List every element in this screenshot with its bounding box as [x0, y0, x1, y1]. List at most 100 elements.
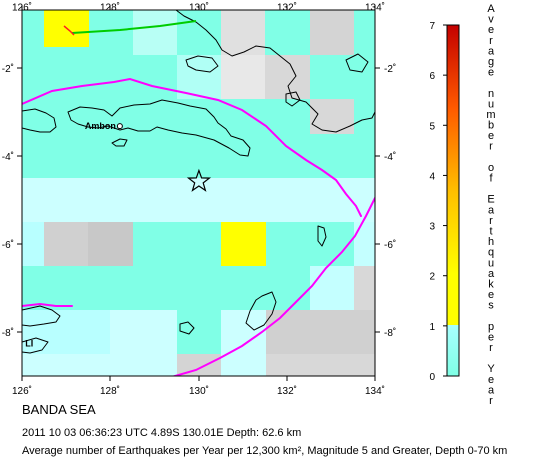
- lon-tick-label: 134˚: [365, 385, 385, 397]
- colorbar-title-letter: a: [488, 268, 495, 280]
- lon-tick-label: 128˚: [100, 385, 120, 397]
- lat-tick-label: -6˚: [384, 239, 396, 251]
- grid-cell: [354, 266, 375, 310]
- colorbar-title-letter: e: [488, 67, 494, 79]
- colorbar-title-letter: g: [488, 56, 494, 68]
- yamdena-island: [245, 291, 277, 331]
- grid-cell: [221, 222, 266, 266]
- grid-cell: [22, 354, 178, 376]
- lat-tick-label: -4˚: [2, 151, 14, 163]
- colorbar-title-letter: s: [488, 300, 494, 312]
- seram-island: [67, 99, 251, 157]
- babar-island: [179, 321, 195, 335]
- colorbar-title-letter: r: [489, 342, 493, 354]
- colorbar-title-letter: E: [487, 194, 494, 206]
- grid-cell: [221, 354, 266, 376]
- lon-tick-label: 132˚: [277, 385, 297, 397]
- ambon-island: [111, 138, 128, 147]
- colorbar-tick-label: 6: [429, 71, 435, 82]
- grid-cell: [177, 354, 221, 376]
- grid-cell: [221, 310, 266, 354]
- region-title: BANDA SEA: [22, 402, 96, 417]
- place-label-li: LI: [25, 339, 33, 349]
- colorbar-low-segment: [447, 325, 459, 376]
- colorbar-tick-label: 7: [429, 21, 435, 32]
- lat-tick-label: -6˚: [2, 239, 14, 251]
- colorbar-title-letter: e: [488, 331, 494, 343]
- colorbar-title-letter: a: [488, 384, 495, 396]
- fault-lines: [63, 20, 197, 36]
- lon-tick-label: 130˚: [189, 385, 209, 397]
- west-papua-island: [345, 53, 369, 73]
- colorbar-title-letter: u: [488, 98, 494, 110]
- colorbar-tick-label: 4: [429, 171, 435, 182]
- colorbar-title-letter: k: [488, 278, 494, 290]
- colorbar-title-letter: A: [487, 3, 495, 15]
- green-fault: [71, 20, 197, 34]
- grid-cell: [22, 310, 110, 354]
- colorbar-title-letter: e: [488, 289, 494, 301]
- lon-tick-label: 126˚: [12, 385, 32, 397]
- colorbar-title-letter: e: [488, 24, 494, 36]
- grid-cell: [133, 10, 177, 55]
- lon-tick-label: 132˚: [277, 1, 297, 13]
- grid-cell: [44, 222, 88, 266]
- lon-tick-label: 128˚: [100, 1, 120, 13]
- grid-cell: [88, 222, 133, 266]
- wetar-island: [22, 305, 61, 327]
- buru-island: [22, 108, 57, 133]
- colorbar-title-letter: o: [488, 162, 494, 174]
- lon-tick-label: 126˚: [12, 1, 32, 13]
- banda-arc-trench: [22, 77, 362, 217]
- kei-islands: [317, 225, 327, 247]
- epicenter-star-icon: [186, 168, 212, 192]
- misool-island: [185, 55, 219, 73]
- grid-cell: [266, 354, 375, 376]
- grid-cell: [110, 310, 177, 354]
- lat-tick-label: -8˚: [2, 327, 14, 339]
- colorbar-high-segment: [447, 25, 459, 274]
- colorbar-title-letter: t: [489, 225, 492, 237]
- plate-boundaries: [22, 77, 375, 376]
- colorbar-title-letter: h: [488, 236, 494, 248]
- red-fault: [63, 25, 75, 36]
- grid-cell: [354, 222, 375, 266]
- grid-cell: [310, 10, 354, 55]
- timor-island: [22, 337, 49, 354]
- lon-tick-label: 134˚: [365, 1, 385, 13]
- density-grid: [22, 10, 375, 376]
- lon-tick-label: 130˚: [189, 1, 209, 13]
- colorbar-title-letter: Y: [487, 363, 495, 375]
- colorbar-title-letter: r: [489, 141, 493, 153]
- colorbar-title-letter: e: [488, 374, 494, 386]
- flores-thrust: [22, 302, 73, 307]
- lat-tick-label: -8˚: [384, 327, 396, 339]
- colorbar-tick-label: 5: [429, 121, 435, 132]
- colorbar-title-letter: u: [488, 257, 494, 269]
- colorbar-title-letter: f: [489, 173, 493, 185]
- colorbar-tick-label: 1: [429, 322, 435, 333]
- colorbar-title-letter: a: [488, 204, 495, 216]
- colorbar-title-letter: v: [488, 14, 494, 26]
- ambon-marker: [116, 123, 123, 130]
- bird-head-island: [285, 91, 301, 107]
- coastlines: [22, 10, 375, 354]
- colorbar-frame: [446, 24, 460, 377]
- colorbar-title-letter: e: [488, 130, 494, 142]
- lat-tick-label: -2˚: [2, 63, 14, 75]
- new-guinea-coast: [175, 10, 375, 133]
- lat-tick-label: -2˚: [384, 63, 396, 75]
- grid-cell: [221, 10, 265, 55]
- colorbar-title-letter: r: [489, 215, 493, 227]
- grid-cell: [221, 55, 265, 99]
- colorbar-title-letter: r: [489, 395, 493, 407]
- colorbar: [443, 24, 460, 377]
- colorbar-title-letter: a: [488, 45, 495, 57]
- colorbar-tick-label: 0: [429, 372, 435, 383]
- colorbar-title-letter: b: [488, 120, 494, 132]
- colorbar-tick-label: 3: [429, 222, 435, 233]
- grid-cell: [266, 310, 375, 354]
- colorbar-tick-label: 2: [429, 272, 435, 283]
